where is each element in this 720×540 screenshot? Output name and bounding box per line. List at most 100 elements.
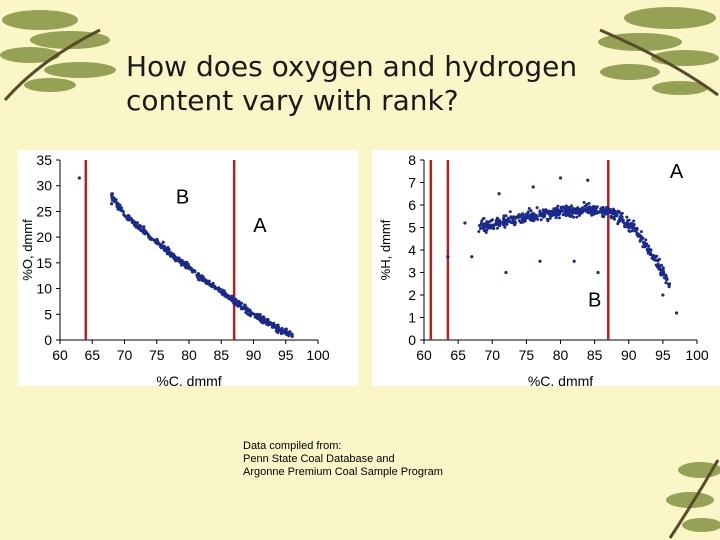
- data-point: [664, 281, 668, 285]
- data-point: [505, 222, 509, 226]
- y-tick-label: 3: [408, 265, 416, 281]
- hydrogen-chart-panel: 0 1 2 3 4 5 6 7 8 60 65 70 75 80 85 90 95 100 %H, dmmf %C, …: [372, 150, 720, 389]
- data-point: [482, 217, 486, 220]
- data-point: [571, 208, 575, 212]
- data-point: [587, 201, 591, 205]
- data-point: [518, 213, 522, 217]
- data-point: [628, 230, 632, 233]
- data-point: [509, 215, 513, 219]
- data-point: [582, 200, 586, 204]
- data-point: [538, 259, 542, 263]
- data-point: [585, 203, 589, 206]
- data-point: [517, 215, 521, 219]
- data-point: [290, 334, 294, 338]
- data-point: [480, 223, 484, 227]
- x-tick-label: 60: [52, 347, 68, 363]
- data-point: [157, 241, 161, 245]
- data-point: [215, 287, 219, 290]
- data-point: [542, 215, 545, 219]
- data-point: [482, 224, 486, 228]
- data-point: [635, 233, 639, 236]
- y-tick-label: 1: [408, 310, 416, 326]
- data-point: [269, 321, 273, 325]
- data-point: [185, 262, 189, 266]
- x-tick-label: 70: [117, 347, 133, 363]
- data-point: [113, 200, 117, 204]
- y-tick-label: 30: [36, 178, 52, 194]
- data-point: [561, 205, 565, 209]
- data-point: [142, 225, 146, 229]
- y-tick-label: 8: [408, 152, 416, 168]
- x-tick-label: 85: [587, 347, 603, 363]
- data-point: [639, 234, 643, 238]
- data-point: [630, 221, 634, 225]
- data-point: [539, 218, 543, 222]
- data-point: [543, 208, 547, 212]
- data-point: [154, 240, 158, 244]
- data-point: [621, 218, 625, 222]
- data-point: [239, 302, 243, 306]
- data-point: [207, 279, 211, 283]
- data-point: [602, 215, 606, 219]
- data-point: [649, 248, 653, 252]
- data-point: [611, 209, 615, 213]
- data-point: [656, 259, 660, 263]
- data-point: [135, 221, 139, 225]
- data-point: [116, 201, 120, 205]
- x-axis-label: %C, dmmf: [528, 373, 593, 386]
- pine-branch-bottom-right-icon: [666, 459, 720, 539]
- data-point: [660, 263, 663, 267]
- region-label: A: [670, 161, 684, 183]
- data-point: [259, 315, 262, 319]
- data-point: [133, 221, 137, 225]
- data-point: [135, 224, 139, 228]
- data-point: [190, 267, 194, 271]
- data-point: [591, 207, 595, 211]
- data-point: [161, 240, 165, 244]
- slide-title: How does oxygen and hydrogen content var…: [126, 50, 578, 117]
- data-point: [575, 215, 579, 219]
- data-point: [591, 205, 595, 209]
- data-point: [149, 236, 153, 240]
- data-point: [523, 216, 527, 220]
- data-point: [531, 213, 535, 216]
- data-point: [479, 227, 482, 230]
- data-point: [647, 250, 651, 254]
- data-point: [605, 212, 609, 216]
- data-point: [659, 271, 663, 275]
- data-point: [470, 255, 474, 259]
- x-tick-label: 100: [306, 347, 330, 363]
- data-point: [492, 227, 496, 230]
- data-point: [527, 215, 531, 219]
- data-point: [558, 212, 562, 216]
- data-point: [567, 214, 571, 217]
- data-point: [165, 248, 169, 252]
- data-point: [118, 203, 122, 207]
- data-point: [502, 220, 506, 224]
- data-point: [271, 322, 275, 326]
- data-point: [561, 213, 565, 217]
- data-point: [497, 192, 501, 196]
- y-tick-label: 15: [36, 255, 52, 271]
- data-point: [200, 278, 204, 282]
- data-point: [502, 217, 505, 221]
- y-tick-label: 20: [36, 229, 52, 245]
- data-point: [204, 281, 208, 285]
- data-point: [639, 230, 643, 234]
- source-note-line: Argonne Premium Coal Sample Program: [243, 466, 443, 478]
- data-point: [517, 219, 521, 223]
- data-point: [620, 215, 623, 219]
- data-point: [543, 213, 547, 217]
- data-point: [145, 231, 149, 234]
- data-point: [585, 206, 589, 210]
- data-point: [463, 221, 467, 225]
- y-tick-label: 10: [36, 281, 52, 297]
- y-tick-label: 0: [44, 332, 52, 348]
- y-axis-label: %H, dmmf: [378, 219, 393, 280]
- data-point: [589, 208, 593, 212]
- data-point: [485, 224, 489, 228]
- data-point: [641, 245, 645, 249]
- data-point: [195, 275, 199, 279]
- data-point: [545, 217, 549, 221]
- data-point: [575, 207, 579, 211]
